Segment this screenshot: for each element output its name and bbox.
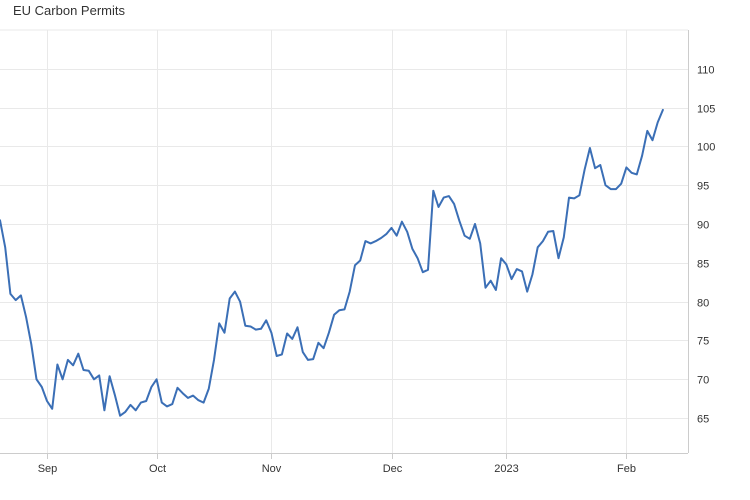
grid-lines xyxy=(0,29,688,453)
series-layer xyxy=(0,108,664,417)
x-tick-label: Sep xyxy=(38,463,58,475)
y-tick-label: 105 xyxy=(697,104,715,116)
y-tick-label: 90 xyxy=(697,220,709,232)
y-tick-label: 65 xyxy=(697,414,709,426)
x-tick-label: 2023 xyxy=(494,463,518,475)
x-tick-label: Dec xyxy=(383,463,403,475)
x-tick-label: Feb xyxy=(617,463,636,475)
tick-labels: 65 70 75 80 85 90 95 100 105 110 Sep Oct Nov Dec 2023 F… xyxy=(38,65,716,476)
chart-title: EU Carbon Permits xyxy=(13,3,125,18)
y-tick-label: 80 xyxy=(697,298,709,310)
y-tick-label: 70 xyxy=(697,375,709,387)
x-tick-label: Nov xyxy=(262,463,282,475)
y-tick-label: 95 xyxy=(697,181,709,193)
y-tick-label: 100 xyxy=(697,142,715,154)
x-tick-label: Oct xyxy=(149,463,166,475)
series-line xyxy=(0,108,664,417)
axes xyxy=(0,30,689,459)
y-tick-label: 75 xyxy=(697,336,709,348)
y-tick-label: 85 xyxy=(697,259,709,271)
y-tick-label: 110 xyxy=(697,65,715,77)
